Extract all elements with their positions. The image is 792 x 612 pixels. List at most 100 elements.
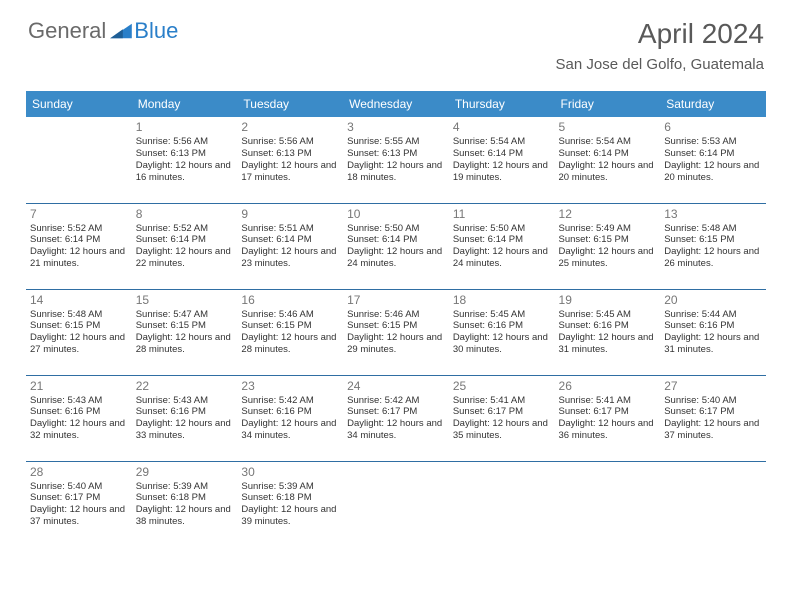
daylight-line: Daylight: 12 hours and 24 minutes. [453, 246, 551, 270]
day-number: 18 [453, 293, 551, 307]
calendar-day-cell: 18Sunrise: 5:45 AMSunset: 6:16 PMDayligh… [449, 289, 555, 375]
daylight-line: Daylight: 12 hours and 39 minutes. [241, 504, 339, 528]
brand-text-blue: Blue [134, 18, 178, 44]
sunrise-line: Sunrise: 5:41 AM [453, 395, 551, 407]
sunrise-line: Sunrise: 5:43 AM [136, 395, 234, 407]
calendar-day-cell: 23Sunrise: 5:42 AMSunset: 6:16 PMDayligh… [237, 375, 343, 461]
day-details: Sunrise: 5:42 AMSunset: 6:16 PMDaylight:… [241, 395, 339, 443]
day-number: 15 [136, 293, 234, 307]
sunset-line: Sunset: 6:14 PM [453, 234, 551, 246]
calendar-day-cell: 29 Sunrise: 5:39 AMSunset: 6:18 PMDayligh… [132, 461, 238, 547]
calendar-day-cell [555, 461, 661, 547]
daylight-line: Daylight: 12 hours and 16 minutes. [136, 160, 234, 184]
sunrise-line: Sunrise: 5:46 AM [241, 309, 339, 321]
calendar-day-cell: 1Sunrise: 5:56 AMSunset: 6:13 PMDaylight… [132, 117, 238, 203]
sunrise-line: Sunrise: 5:55 AM [347, 136, 445, 148]
sunrise-line: Sunrise: 5:39 AM [136, 481, 234, 493]
day-details: Sunrise: 5:56 AMSunset: 6:13 PMDaylight:… [241, 136, 339, 184]
calendar-week-row: 1 Sunrise: 5:56 AMSunset: 6:13 PMDaylight… [26, 117, 766, 203]
dow-header: Friday [555, 91, 661, 117]
sunset-line: Sunset: 6:16 PM [136, 406, 234, 418]
daylight-line: Daylight: 12 hours and 20 minutes. [559, 160, 657, 184]
daylight-line: Daylight: 12 hours and 34 minutes. [241, 418, 339, 442]
sunset-line: Sunset: 6:17 PM [664, 406, 762, 418]
day-details: Sunrise: 5:48 AMSunset: 6:15 PMDaylight:… [30, 309, 128, 357]
day-number: 22 [136, 379, 234, 393]
calendar-week-row: 14Sunrise: 5:48 AMSunset: 6:15 PMDayligh… [26, 289, 766, 375]
sunset-line: Sunset: 6:14 PM [30, 234, 128, 246]
calendar-week-row: 28Sunrise: 5:40 AMSunset: 6:17 PMDayligh… [26, 461, 766, 547]
day-details: Sunrise: 5:41 AMSunset: 6:17 PMDaylight:… [559, 395, 657, 443]
sunset-line: Sunset: 6:14 PM [347, 234, 445, 246]
sunset-line: Sunset: 6:18 PM [136, 492, 234, 504]
daylight-line: Daylight: 12 hours and 33 minutes. [136, 418, 234, 442]
day-details: Sunrise: 5:40 AMSunset: 6:17 PMDaylight:… [30, 481, 128, 529]
calendar-day-cell: 14Sunrise: 5:48 AMSunset: 6:15 PMDayligh… [26, 289, 132, 375]
calendar-day-cell: 8Sunrise: 5:52 AMSunset: 6:14 PMDaylight… [132, 203, 238, 289]
day-number: 8 [136, 207, 234, 221]
calendar-day-cell [660, 461, 766, 547]
calendar-day-cell: 16Sunrise: 5:46 AMSunset: 6:15 PMDayligh… [237, 289, 343, 375]
day-number: 29 [136, 465, 234, 479]
sunset-line: Sunset: 6:14 PM [136, 234, 234, 246]
daylight-line: Daylight: 12 hours and 20 minutes. [664, 160, 762, 184]
daylight-line: Daylight: 12 hours and 18 minutes. [347, 160, 445, 184]
day-number: 30 [241, 465, 339, 479]
sunset-line: Sunset: 6:17 PM [30, 492, 128, 504]
day-number: 1 [136, 120, 234, 134]
calendar-day-cell: 5Sunrise: 5:54 AMSunset: 6:14 PMDaylight… [555, 117, 661, 203]
day-details: Sunrise: 5:47 AMSunset: 6:15 PMDaylight:… [136, 309, 234, 357]
sunrise-line: Sunrise: 5:47 AM [136, 309, 234, 321]
sunset-line: Sunset: 6:17 PM [559, 406, 657, 418]
sunset-line: Sunset: 6:16 PM [664, 320, 762, 332]
sunrise-line: Sunrise: 5:40 AM [30, 481, 128, 493]
day-details: Sunrise: 5:46 AMSunset: 6:15 PMDaylight:… [241, 309, 339, 357]
dow-header: Saturday [660, 91, 766, 117]
dow-header: Tuesday [237, 91, 343, 117]
calendar-day-cell: 3Sunrise: 5:55 AMSunset: 6:13 PMDaylight… [343, 117, 449, 203]
calendar-day-cell: 21Sunrise: 5:43 AMSunset: 6:16 PMDayligh… [26, 375, 132, 461]
sunrise-line: Sunrise: 5:52 AM [30, 223, 128, 235]
daylight-line: Daylight: 12 hours and 17 minutes. [241, 160, 339, 184]
location-subtitle: San Jose del Golfo, Guatemala [556, 56, 764, 73]
sunrise-line: Sunrise: 5:49 AM [559, 223, 657, 235]
brand-logo: General Blue [28, 18, 178, 44]
calendar-table: Sunday Monday Tuesday Wednesday Thursday… [26, 91, 766, 547]
day-number: 9 [241, 207, 339, 221]
sunset-line: Sunset: 6:14 PM [664, 148, 762, 160]
calendar-day-cell: 6Sunrise: 5:53 AMSunset: 6:14 PMDaylight… [660, 117, 766, 203]
daylight-line: Daylight: 12 hours and 37 minutes. [30, 504, 128, 528]
sunset-line: Sunset: 6:14 PM [241, 234, 339, 246]
daylight-line: Daylight: 12 hours and 29 minutes. [347, 332, 445, 356]
sunset-line: Sunset: 6:16 PM [241, 406, 339, 418]
daylight-line: Daylight: 12 hours and 38 minutes. [136, 504, 234, 528]
dow-header: Thursday [449, 91, 555, 117]
day-number: 17 [347, 293, 445, 307]
day-details: Sunrise: 5:46 AMSunset: 6:15 PMDaylight:… [347, 309, 445, 357]
sunrise-line: Sunrise: 5:45 AM [453, 309, 551, 321]
day-details: Sunrise: 5:51 AMSunset: 6:14 PMDaylight:… [241, 223, 339, 271]
daylight-line: Daylight: 12 hours and 25 minutes. [559, 246, 657, 270]
calendar-day-cell [343, 461, 449, 547]
daylight-line: Daylight: 12 hours and 28 minutes. [136, 332, 234, 356]
day-number: 10 [347, 207, 445, 221]
calendar-day-cell: 19Sunrise: 5:45 AMSunset: 6:16 PMDayligh… [555, 289, 661, 375]
sunrise-line: Sunrise: 5:48 AM [664, 223, 762, 235]
sunrise-line: Sunrise: 5:54 AM [453, 136, 551, 148]
day-details: Sunrise: 5:43 AMSunset: 6:16 PMDaylight:… [136, 395, 234, 443]
day-number: 19 [559, 293, 657, 307]
daylight-line: Daylight: 12 hours and 21 minutes. [30, 246, 128, 270]
day-number: 11 [453, 207, 551, 221]
day-number: 24 [347, 379, 445, 393]
day-number: 21 [30, 379, 128, 393]
day-number: 25 [453, 379, 551, 393]
brand-text-general: General [28, 18, 106, 44]
calendar-body: 1 Sunrise: 5:56 AMSunset: 6:13 PMDaylight… [26, 117, 766, 547]
daylight-line: Daylight: 12 hours and 34 minutes. [347, 418, 445, 442]
calendar-day-cell: 26Sunrise: 5:41 AMSunset: 6:17 PMDayligh… [555, 375, 661, 461]
calendar-day-cell: 17 Sunrise: 5:46 AMSunset: 6:15 PMDayligh… [343, 289, 449, 375]
calendar-day-cell: 24Sunrise: 5:42 AMSunset: 6:17 PMDayligh… [343, 375, 449, 461]
calendar-week-row: 7Sunrise: 5:52 AMSunset: 6:14 PMDaylight… [26, 203, 766, 289]
sunset-line: Sunset: 6:13 PM [347, 148, 445, 160]
calendar-day-cell: 20Sunrise: 5:44 AMSunset: 6:16 PMDayligh… [660, 289, 766, 375]
